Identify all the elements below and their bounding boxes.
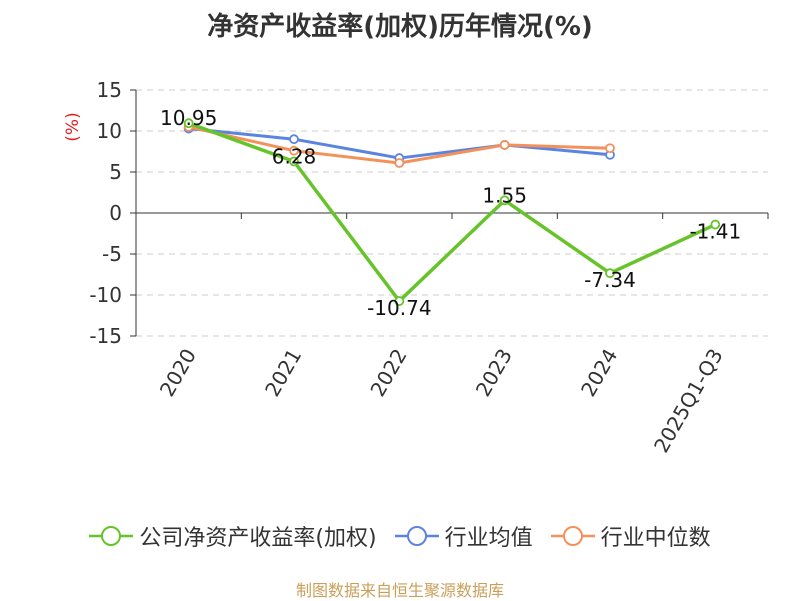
company-point: [289, 156, 299, 167]
company-point: [499, 195, 510, 206]
source-note: 制图数据来自恒生聚源数据库: [295, 581, 504, 600]
industry_median-point: [289, 145, 299, 156]
legend: 公司净资产收益率(加权) 行业均值 行业中位数: [0, 520, 800, 552]
company-point: [605, 268, 615, 279]
y-tick-label: 5: [109, 160, 122, 184]
data-label-layer: 10.95 6.28 -10.74 1.55 -7.34 -1.41: [160, 106, 741, 320]
data-label: -10.74: [367, 296, 431, 320]
y-axis-label: (%): [63, 112, 83, 141]
y-tick-label: 15: [97, 78, 122, 102]
data-label: -7.34: [584, 268, 636, 292]
legend-item-company[interactable]: 公司净资产收益率(加权): [89, 520, 377, 552]
company-point: [394, 296, 405, 306]
company-point: [183, 118, 194, 129]
legend-item-industry_avg[interactable]: 行业均值: [394, 520, 533, 552]
data-label: -1.41: [689, 220, 741, 244]
industry_avg-point: [289, 134, 299, 145]
line-chart: 15 10 5 0 -5 -10 -15 (%) 2020 2021 2022 2023 2024 202…: [63, 78, 769, 457]
legend-swatch-icon: [394, 526, 439, 546]
series-layer: [183, 118, 721, 306]
company-series-line: [188, 121, 717, 303]
data-label: 10.95: [160, 106, 217, 130]
x-tick-label: 2025Q1-Q3: [649, 345, 728, 457]
data-label: 1.55: [482, 183, 527, 207]
data-label: 6.28: [272, 145, 317, 169]
industry_median-point: [394, 158, 405, 168]
legend-swatch-icon: [550, 526, 595, 546]
x-tick-label: 2021: [260, 345, 306, 401]
chart-title: 净资产收益率(加权)历年情况(%): [207, 12, 593, 42]
y-tick-label: -15: [89, 324, 122, 348]
legend-label: 行业中位数: [600, 526, 711, 551]
x-tick-label: 2022: [365, 345, 411, 401]
legend-swatch-icon: [89, 526, 134, 546]
x-tick-label: 2024: [576, 345, 622, 401]
x-tick-label: 2020: [155, 345, 201, 401]
legend-label: 行业均值: [444, 526, 533, 551]
y-tick-label: -10: [89, 283, 122, 307]
y-tick-label: -5: [102, 242, 122, 266]
x-tick-label: 2023: [471, 345, 517, 401]
y-tick-label: 0: [109, 201, 122, 225]
y-tick-label: 10: [97, 119, 122, 143]
industry_median-point: [605, 143, 615, 154]
axis-layer: 15 10 5 0 -5 -10 -15 (%) 2020 2021 2022 2023 2024 202…: [63, 78, 769, 457]
legend-label: 公司净资产收益率(加权): [139, 526, 377, 551]
company-point: [710, 219, 721, 230]
industry_median-point: [499, 140, 510, 150]
legend-item-industry_median[interactable]: 行业中位数: [550, 520, 711, 552]
